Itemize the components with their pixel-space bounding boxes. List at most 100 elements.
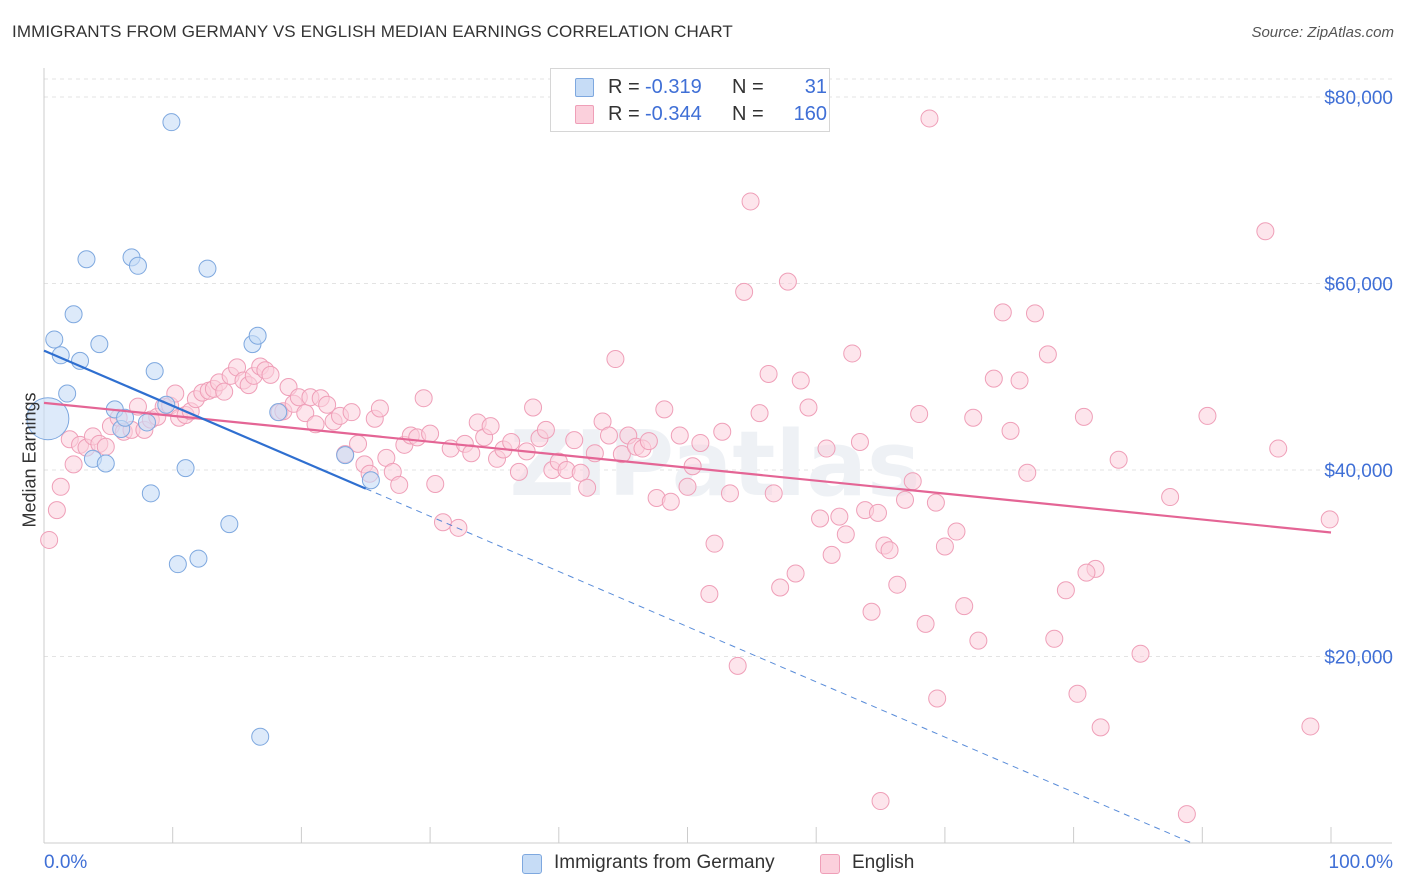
english-point <box>888 575 907 594</box>
germany-point <box>77 250 96 269</box>
germany-point <box>45 330 64 349</box>
germany-point <box>90 335 109 354</box>
english-point <box>1038 345 1057 364</box>
english-point <box>342 403 361 422</box>
english-point <box>916 614 935 633</box>
english-point <box>868 503 887 522</box>
english-point <box>1001 421 1020 440</box>
y-tick-label: $40,000 <box>1324 461 1393 482</box>
english-point <box>1320 510 1339 529</box>
legend-n-label: N = <box>732 76 764 98</box>
english-point <box>764 484 783 503</box>
legend-r-value: -0.344 <box>645 103 702 125</box>
germany-point <box>137 413 156 432</box>
y-tick-label: $20,000 <box>1324 648 1393 669</box>
bottom-legend-swatch-english <box>820 854 840 874</box>
english-point <box>462 444 481 463</box>
english-point <box>370 399 389 418</box>
english-point <box>414 389 433 408</box>
germany-point <box>248 326 267 345</box>
legend-n-value: 160 <box>793 103 827 125</box>
germany-point <box>116 408 135 427</box>
english-point <box>822 545 841 564</box>
english-point <box>1161 488 1180 507</box>
english-point <box>1177 805 1196 824</box>
english-point <box>955 597 974 616</box>
english-point <box>318 395 337 414</box>
english-point <box>1045 629 1064 648</box>
english-point <box>880 541 899 560</box>
english-point <box>811 509 830 528</box>
legend-swatch-english <box>575 105 594 124</box>
legend-r-label: R = <box>608 76 640 98</box>
x-tick-label-max: 100.0% <box>1329 852 1394 873</box>
english-point <box>750 404 769 423</box>
english-point <box>1131 644 1150 663</box>
germany-point <box>58 384 77 403</box>
english-point <box>871 792 890 811</box>
english-point <box>578 478 597 497</box>
english-point <box>759 364 778 383</box>
english-point <box>502 433 521 452</box>
germany-trend-line <box>43 349 367 490</box>
english-point <box>964 408 983 427</box>
english-point <box>536 420 555 439</box>
x-tick-label-min: 0.0% <box>44 852 87 873</box>
english-point <box>741 192 760 211</box>
english-point <box>935 537 954 556</box>
correlation-legend: R = -0.319 N = 31 R = -0.344 N = 160 <box>550 68 830 132</box>
english-point <box>1198 406 1217 425</box>
germany-point <box>176 459 195 478</box>
english-point <box>40 530 59 549</box>
english-point <box>571 463 590 482</box>
english-point <box>1074 407 1093 426</box>
english-point <box>509 462 528 481</box>
english-point <box>1269 439 1288 458</box>
english-point <box>862 602 881 621</box>
english-point <box>778 272 797 291</box>
germany-point <box>269 403 288 422</box>
english-point <box>705 534 724 553</box>
germany-point <box>168 555 187 574</box>
legend-swatch-germany <box>575 78 594 97</box>
english-point <box>1010 371 1029 390</box>
germany-point <box>128 256 147 275</box>
legend-n-label: N = <box>732 103 764 125</box>
english-point <box>691 433 710 452</box>
english-point <box>481 417 500 436</box>
legend-r-value: -0.319 <box>645 76 702 98</box>
english-point <box>47 501 66 520</box>
english-point <box>920 109 939 128</box>
english-point <box>947 522 966 541</box>
english-point <box>433 513 452 532</box>
english-point <box>612 445 631 464</box>
germany-point <box>189 549 208 568</box>
english-point <box>261 365 280 384</box>
english-point <box>1256 222 1275 241</box>
germany-point <box>141 484 160 503</box>
english-point <box>64 455 83 474</box>
germany-trend-extension <box>365 488 1193 844</box>
english-point <box>830 507 849 526</box>
english-point <box>799 398 818 417</box>
english-point <box>791 371 810 390</box>
bottom-legend-swatch-germany <box>522 854 542 874</box>
english-point <box>1018 463 1037 482</box>
english-point <box>524 398 543 417</box>
english-point <box>421 424 440 443</box>
english-point <box>850 433 869 452</box>
germany-point <box>26 397 70 441</box>
germany-point <box>145 362 164 381</box>
english-point <box>1109 450 1128 469</box>
english-point <box>969 631 988 650</box>
english-point <box>700 585 719 604</box>
legend-r-label: R = <box>608 103 640 125</box>
legend-n-value: 31 <box>804 76 827 98</box>
english-point <box>96 437 115 456</box>
english-point <box>720 484 739 503</box>
english-point <box>215 382 234 401</box>
germany-point <box>162 113 181 132</box>
english-point <box>993 303 1012 322</box>
english-point <box>678 477 697 496</box>
